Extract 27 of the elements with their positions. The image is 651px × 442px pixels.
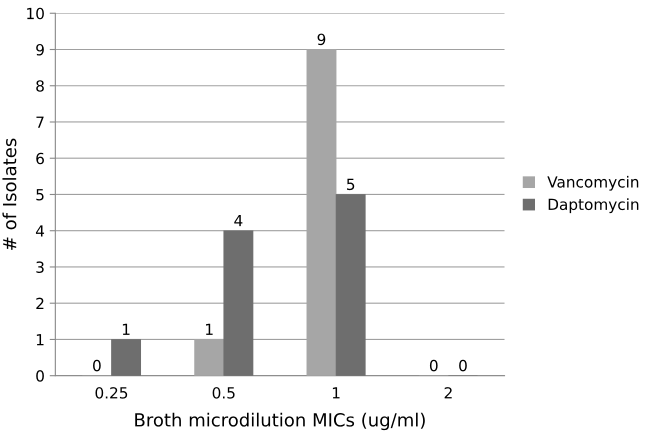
data-label: 4: [234, 215, 242, 226]
y-tick-label: 7: [36, 116, 44, 128]
y-tick-label: 3: [36, 261, 44, 273]
legend-label: Vancomycin: [547, 176, 638, 191]
data-label: 9: [318, 34, 326, 46]
data-label: 5: [346, 178, 354, 190]
x-tick-label: 0.5: [212, 387, 235, 399]
y-tick-label: 10: [27, 8, 44, 20]
data-label: 0: [430, 360, 438, 372]
y-tick-label: 5: [36, 189, 44, 200]
x-tick-label: 0.25: [95, 387, 128, 399]
y-tick-label: 1: [36, 334, 44, 346]
y-tick-label: 9: [36, 44, 44, 56]
y-tick-label: 6: [36, 152, 44, 164]
data-label: 0: [459, 360, 467, 372]
data-label: 1: [206, 324, 213, 335]
x-tick-label: 1: [332, 387, 340, 398]
data-label: 0: [93, 360, 101, 372]
y-axis-title: # of Isolates: [2, 138, 16, 250]
x-axis-title: Broth microdilution MICs (ug/ml): [135, 412, 425, 430]
y-tick-label: 2: [36, 298, 44, 310]
y-tick-label: 0: [36, 370, 44, 382]
y-tick-label: 4: [36, 225, 44, 237]
data-label: 1: [122, 324, 130, 335]
y-tick-label: 8: [36, 80, 44, 92]
x-tick-label: 2: [444, 387, 452, 398]
legend-label: Daptomycin: [548, 198, 638, 214]
